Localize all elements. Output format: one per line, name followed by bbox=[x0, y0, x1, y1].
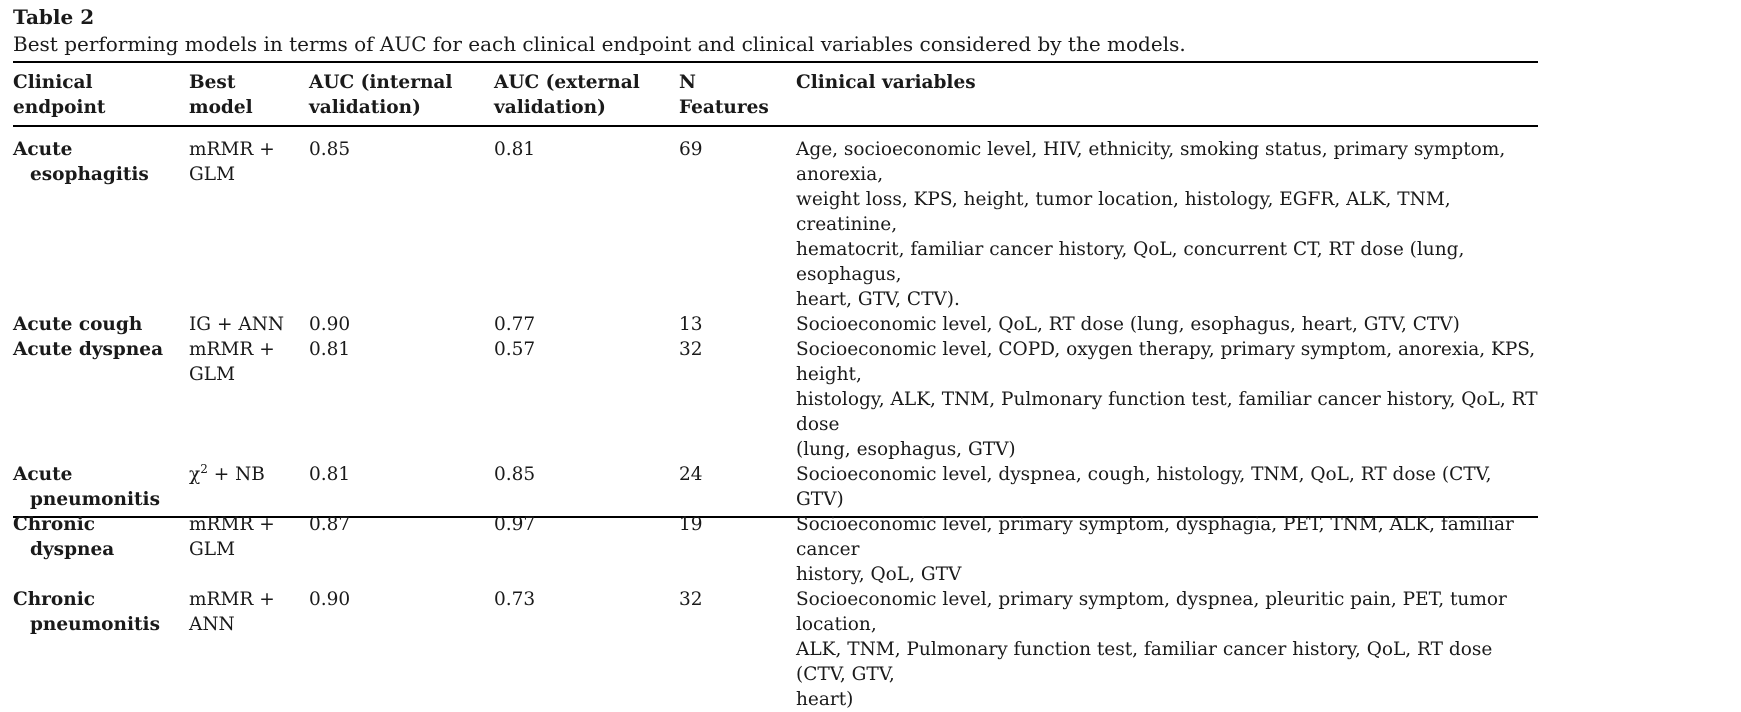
header-spacer bbox=[13, 125, 1538, 137]
cell-variables: Socioeconomic level, dyspnea, cough, his… bbox=[796, 464, 1492, 510]
table-row: Acute cough IG + ANN 0.90 0.77 13 Socioe… bbox=[13, 312, 1538, 337]
header-auc-external: AUC (external validation) bbox=[494, 72, 640, 118]
cell-n-features: 13 bbox=[679, 314, 703, 335]
cell-auc-external: 0.77 bbox=[494, 314, 536, 335]
header-auc-internal: AUC (internal validation) bbox=[309, 72, 453, 118]
cell-auc-external: 0.73 bbox=[494, 589, 536, 610]
cell-variables: Socioeconomic level, primary symptom, dy… bbox=[796, 514, 1514, 585]
cell-auc-internal: 0.87 bbox=[309, 514, 351, 535]
table-row: Acute esophagitis mRMR + GLM 0.85 0.81 6… bbox=[13, 137, 1538, 312]
header-clinical-endpoint: Clinical endpoint bbox=[13, 72, 106, 118]
cell-auc-internal: 0.90 bbox=[309, 589, 351, 610]
cell-endpoint: Chronic pneumonitis bbox=[13, 589, 160, 635]
cell-model: IG + ANN bbox=[189, 314, 285, 335]
table-top-rule bbox=[13, 61, 1538, 63]
cell-n-features: 32 bbox=[679, 339, 703, 360]
cell-model: mRMR + ANN bbox=[189, 589, 275, 635]
cell-auc-internal: 0.90 bbox=[309, 314, 351, 335]
header-best-model: Best model bbox=[189, 72, 253, 118]
cell-endpoint: Acute pneumonitis bbox=[13, 464, 160, 510]
cell-variables: Socioeconomic level, COPD, oxygen therap… bbox=[796, 339, 1538, 460]
cell-auc-external: 0.97 bbox=[494, 514, 536, 535]
cell-variables: Socioeconomic level, QoL, RT dose (lung,… bbox=[796, 314, 1460, 335]
cell-auc-internal: 0.81 bbox=[309, 339, 351, 360]
table-row: Chronic dyspnea mRMR + GLM 0.87 0.97 19 … bbox=[13, 512, 1538, 587]
table-header-row: Clinical endpoint Best model AUC (intern… bbox=[13, 70, 1538, 125]
header-clinical-variables: Clinical variables bbox=[796, 72, 976, 93]
cell-n-features: 19 bbox=[679, 514, 703, 535]
cell-auc-internal: 0.85 bbox=[309, 139, 351, 160]
results-table: Clinical endpoint Best model AUC (intern… bbox=[13, 70, 1538, 712]
table-label: Table 2 bbox=[13, 5, 95, 29]
cell-endpoint: Acute dyspnea bbox=[13, 339, 164, 360]
table-row: Chronic pneumonitis mRMR + ANN 0.90 0.73… bbox=[13, 587, 1538, 712]
table-page: Table 2 Best performing models in terms … bbox=[13, 5, 1538, 710]
cell-auc-external: 0.57 bbox=[494, 339, 536, 360]
header-n-features: N Features bbox=[679, 72, 769, 118]
cell-n-features: 69 bbox=[679, 139, 703, 160]
cell-endpoint: Chronic dyspnea bbox=[13, 514, 115, 560]
cell-n-features: 32 bbox=[679, 589, 703, 610]
cell-n-features: 24 bbox=[679, 464, 703, 485]
cell-model: mRMR + GLM bbox=[189, 339, 275, 385]
cell-auc-internal: 0.81 bbox=[309, 464, 351, 485]
table-header-rule bbox=[13, 125, 1538, 127]
cell-endpoint: Acute cough bbox=[13, 314, 143, 335]
cell-auc-external: 0.85 bbox=[494, 464, 536, 485]
table-caption: Best performing models in terms of AUC f… bbox=[13, 32, 1186, 56]
table-row: Acute pneumonitis χ2 + NB 0.81 0.85 24 S… bbox=[13, 462, 1538, 512]
table-bottom-rule bbox=[13, 516, 1538, 518]
cell-model: mRMR + GLM bbox=[189, 139, 275, 185]
cell-model: χ2 + NB bbox=[189, 462, 265, 485]
cell-variables: Age, socioeconomic level, HIV, ethnicity… bbox=[796, 139, 1506, 310]
cell-model: mRMR + GLM bbox=[189, 514, 275, 560]
cell-variables: Socioeconomic level, primary symptom, dy… bbox=[796, 589, 1507, 710]
cell-endpoint: Acute esophagitis bbox=[13, 139, 149, 185]
table-row: Acute dyspnea mRMR + GLM 0.81 0.57 32 So… bbox=[13, 337, 1538, 462]
cell-auc-external: 0.81 bbox=[494, 139, 536, 160]
